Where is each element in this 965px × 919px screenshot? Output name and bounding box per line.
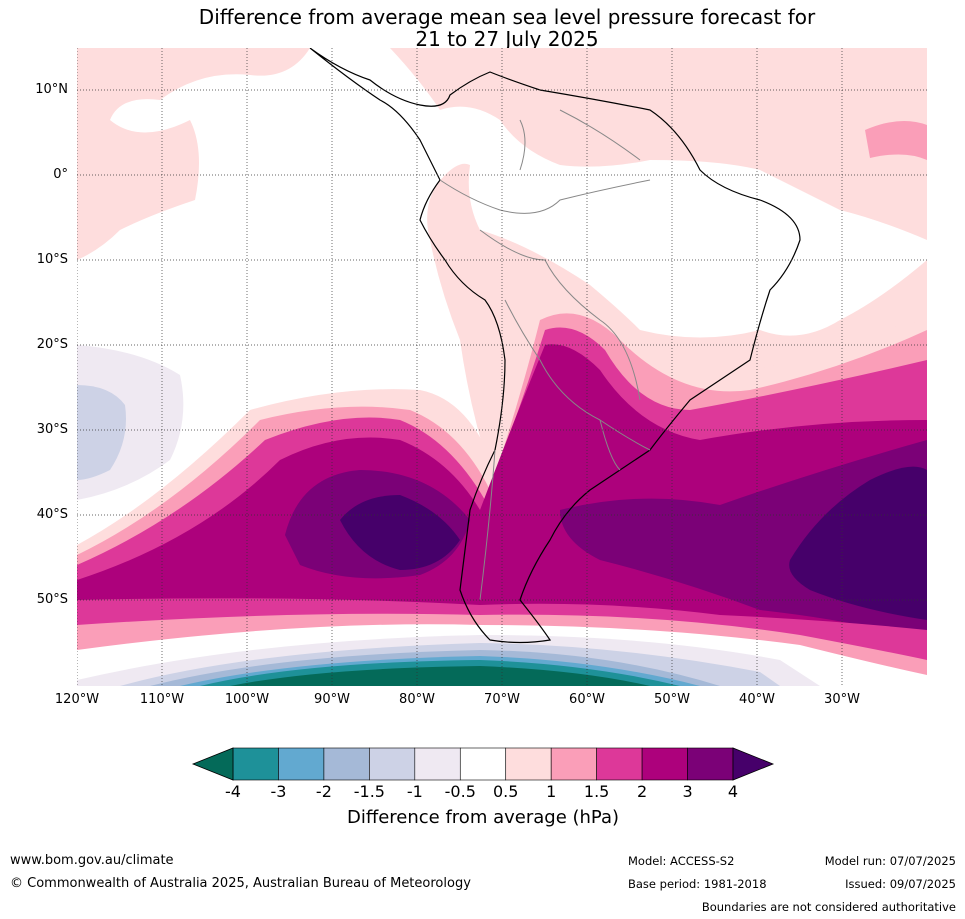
website-text: www.bom.gov.au/climate (10, 853, 174, 868)
model-run-text: Model run: 07/07/2025 (824, 854, 956, 868)
anomaly-region-atlantic-east (865, 121, 927, 160)
colorbar-swatch (278, 747, 325, 781)
colorbar-swatch (414, 747, 461, 781)
colorbar-tick-label: -1.5 (353, 782, 385, 801)
issued-text: Issued: 09/07/2025 (845, 877, 956, 891)
lon-label-100w: 100°W (224, 692, 270, 707)
colorbar-tick-label: 4 (727, 782, 739, 801)
lat-label-10s: 10°S (36, 252, 68, 267)
copyright-text: © Commonwealth of Australia 2025, Austra… (10, 876, 471, 891)
anomaly-region-north-pacific (77, 48, 310, 260)
colorbar-swatch (232, 747, 279, 781)
colorbar-swatch (550, 747, 597, 781)
lon-label-30w: 30°W (824, 692, 860, 707)
lon-label-120w: 120°W (54, 692, 100, 707)
colorbar-swatch (459, 747, 507, 781)
map-title-line-2: 21 to 27 July 2025 (415, 27, 599, 51)
colorbar-tick-label: 1 (546, 782, 557, 801)
lon-label-40w: 40°W (739, 692, 775, 707)
pressure-anomaly-map (77, 48, 927, 686)
lat-label-50s: 50°S (36, 592, 68, 607)
colorbar-tick-label: -3 (270, 782, 287, 801)
colorbar-arrow-high (732, 747, 775, 781)
lon-label-50w: 50°W (654, 692, 690, 707)
colorbar-swatch (596, 747, 643, 781)
anomaly-region-caribbean (390, 48, 927, 240)
colorbar-tick-label: -0.5 (444, 782, 476, 801)
disclaimer-text: Boundaries are not considered authoritat… (701, 900, 956, 914)
colorbar-tick-label: 2 (636, 782, 648, 801)
lat-label-30s: 30°S (36, 422, 68, 437)
lat-label-equator: 0° (53, 167, 68, 182)
lon-label-80w: 80°W (399, 692, 435, 707)
base-period-text: Base period: 1981-2018 (628, 877, 767, 891)
colorbar-tick-label: 3 (682, 782, 693, 801)
colorbar-arrow-low (191, 747, 234, 781)
colorbar-swatch (505, 747, 552, 781)
colorbar-tick-label: -2 (315, 782, 332, 801)
colorbar (191, 747, 775, 781)
south-america-coastline (309, 48, 801, 644)
lat-label-40s: 40°S (36, 507, 68, 522)
colorbar-label: Difference from average (hPa) (346, 807, 620, 828)
colorbar-tick-label: -4 (225, 782, 241, 801)
colorbar-swatch (323, 747, 370, 781)
anomaly-region-band-4 (340, 495, 460, 570)
colorbar-tick-label: 1.5 (583, 782, 610, 801)
model-text: Model: ACCESS-S2 (628, 854, 735, 868)
lon-label-110w: 110°W (139, 692, 185, 707)
lat-label-20s: 20°S (36, 337, 68, 352)
colorbar-swatch (369, 747, 416, 781)
lon-label-90w: 90°W (314, 692, 350, 707)
lon-label-70w: 70°W (484, 692, 520, 707)
colorbar-swatch (687, 747, 734, 781)
map-title-line-1: Difference from average mean sea level p… (198, 5, 816, 29)
colorbar-tick-label: 0.5 (492, 782, 519, 801)
lon-label-60w: 60°W (569, 692, 605, 707)
lat-label-10n: 10°N (35, 82, 68, 97)
colorbar-tick-label: -1 (406, 782, 423, 801)
colorbar-swatch (641, 747, 688, 781)
